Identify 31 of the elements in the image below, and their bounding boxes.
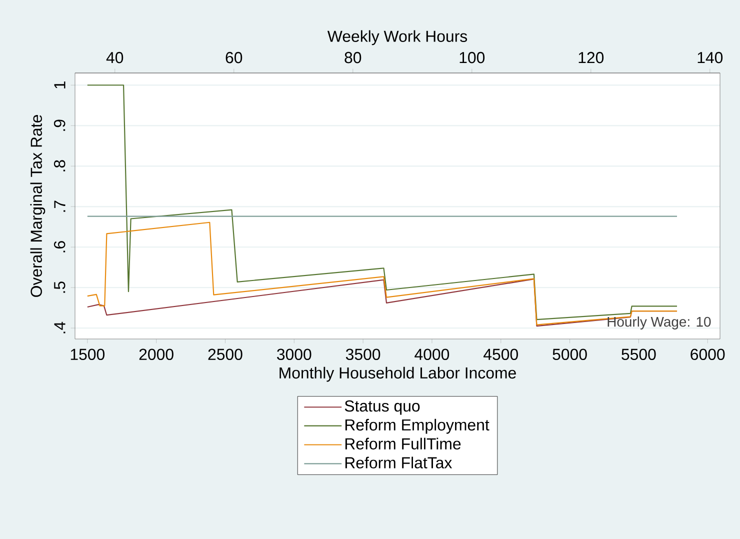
legend-label: Status quo — [344, 400, 420, 415]
legend-label: Reform Employment — [345, 418, 490, 434]
y-tick-label: .4 — [54, 322, 66, 334]
y-tick-label: .6 — [54, 241, 66, 252]
x-tick-label: 3500 — [346, 348, 380, 360]
y-axis-title: Overall Marginal Tax Rate — [30, 115, 46, 297]
x2-tick-label: 80 — [344, 52, 362, 64]
annotation: Hourly Wage: 10 — [608, 316, 711, 330]
x-tick-label: 1500 — [70, 348, 105, 360]
x-tick-label: 4000 — [414, 348, 450, 360]
y-tick-label: .8 — [54, 160, 66, 172]
x-tick-label: 5000 — [552, 348, 587, 360]
x2-tick-label: 120 — [578, 52, 604, 64]
x-tick-label: 2000 — [139, 348, 174, 360]
x-tick-label: 4500 — [484, 348, 518, 360]
x-tick-label: 5500 — [622, 348, 656, 360]
x-tick-label: 3000 — [277, 348, 312, 360]
x-axis-title: Monthly Household Labor Income — [280, 366, 516, 382]
x2-axis-title: Weekly Work Hours — [327, 30, 468, 46]
x2-tick-label: 60 — [226, 52, 242, 64]
y-tick-label: .5 — [54, 282, 66, 293]
legend-label: Reform FullTime — [345, 438, 461, 450]
x2-tick-label: 100 — [460, 52, 485, 64]
legend-label: Reform FlatTax — [345, 456, 452, 468]
y-tick-label: 1 — [54, 81, 66, 88]
x-tick-label: 2500 — [208, 348, 242, 360]
x2-tick-label: 40 — [106, 52, 124, 64]
x-tick-label: 6000 — [690, 348, 725, 360]
y-tick-label: .9 — [54, 120, 66, 131]
y-tick-label: .7 — [54, 200, 66, 212]
x2-tick-label: 140 — [698, 52, 723, 64]
